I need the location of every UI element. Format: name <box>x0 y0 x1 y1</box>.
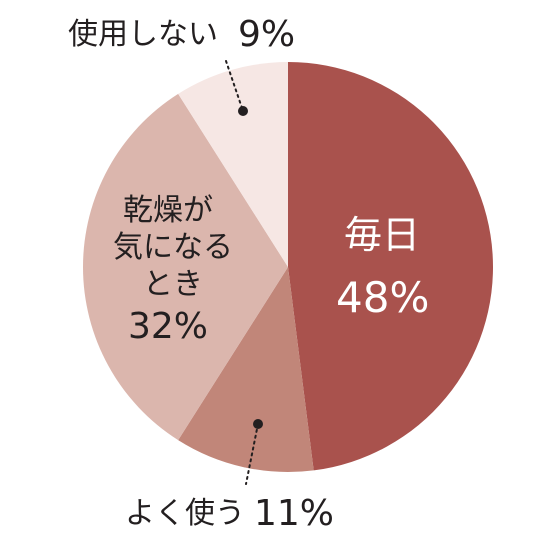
slice-label-dry-line-3: とき <box>143 267 203 302</box>
slice-value-dry: 32% <box>128 306 209 347</box>
leader-dot-unused <box>238 106 248 116</box>
slice-label-daily: 毎日 <box>344 213 421 257</box>
slice-value-unused: 9% <box>238 14 296 55</box>
slice-label-unused: 使用しない <box>68 17 218 52</box>
slice-label-often: よく使う <box>125 496 245 531</box>
leader-line-often <box>245 423 259 485</box>
leader-line-unused <box>225 60 244 112</box>
slice-label-dry-line-1: 乾燥が <box>123 193 213 228</box>
slice-value-often: 11% <box>254 493 335 534</box>
slice-label-dry-line-2: 気になる <box>113 230 233 265</box>
slice-dry <box>82 93 288 441</box>
slice-often <box>178 267 314 472</box>
slice-unused <box>178 62 288 267</box>
leader-dot-often <box>253 419 263 429</box>
pie-slices <box>82 62 494 472</box>
slice-daily <box>288 62 494 471</box>
slice-value-daily: 48% <box>336 273 430 322</box>
